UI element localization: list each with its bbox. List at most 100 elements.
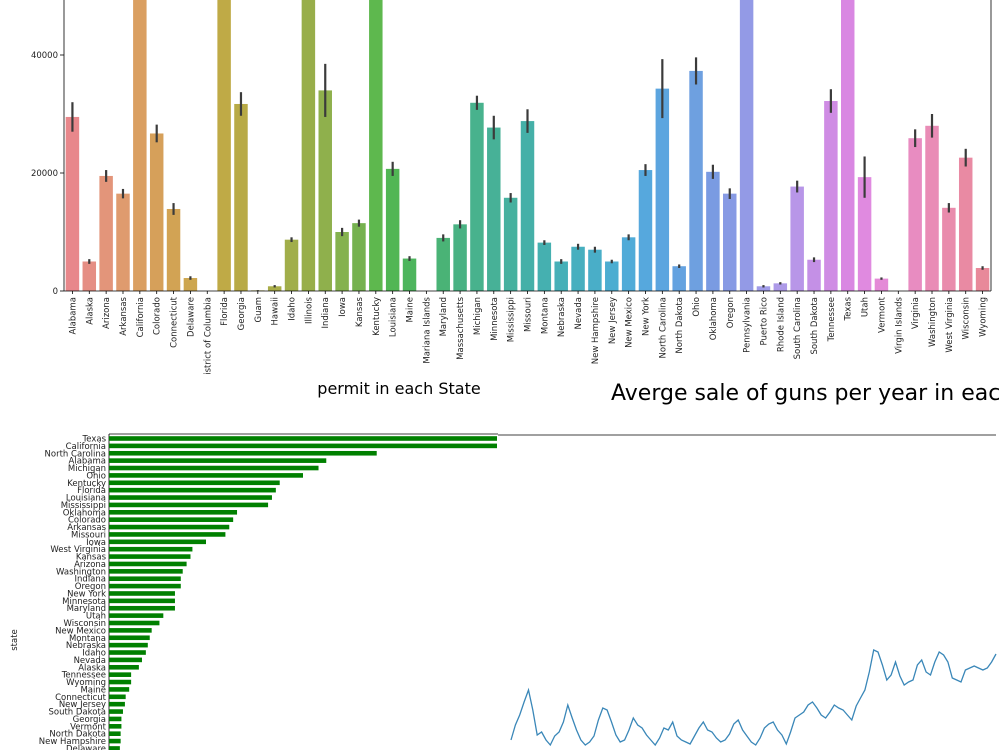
top-bar-22 [436, 237, 450, 291]
hbar-30 [109, 657, 142, 663]
top-x-tick-label: Michigan [473, 297, 483, 335]
hbar-label: Maine [80, 685, 106, 695]
top-x-tick-label: Kansas [355, 296, 365, 327]
top-x-tick-label: Georgia [237, 297, 247, 330]
hbar-label: Kansas [76, 553, 107, 563]
line-series [510, 649, 997, 747]
hbar-20 [109, 583, 181, 589]
hbars [109, 436, 497, 750]
top-x-tick-label: New Jersey [608, 297, 618, 344]
top-x-tick-label: Maryland [439, 297, 449, 336]
top-bar-37 [689, 70, 703, 292]
hbar-label: Delaware [66, 744, 106, 750]
hbar-label: Iowa [86, 538, 106, 548]
top-x-tick-label: Rhode Island [776, 297, 786, 352]
hbar-25 [109, 620, 160, 626]
hbar-label: Mississippi [61, 501, 106, 511]
hbar-0 [109, 436, 497, 441]
hbar-label: Indiana [75, 575, 106, 585]
top-bar-33 [621, 237, 636, 291]
top-x-tick-label: New Mexico [625, 297, 635, 348]
hbar-39 [109, 724, 122, 729]
top-x-tick-label: Alaska [85, 297, 95, 325]
top-x-tick-label: New Hampshire [591, 297, 601, 364]
top-bar-52 [942, 207, 956, 291]
top-x-tick-label: Louisiana [389, 297, 399, 337]
top-x-tick-label: Nevada [574, 297, 584, 329]
top-bar-51 [925, 125, 939, 291]
hbar-32 [109, 672, 132, 677]
top-x-tick-label: Indiana [321, 297, 331, 328]
top-bar-3 [116, 193, 130, 291]
top-bar-43 [790, 186, 804, 291]
top-bar-14 [301, 0, 316, 291]
top-bar-9 [217, 0, 231, 291]
top-bar-44 [807, 259, 821, 291]
hbar-label: Nebraska [66, 641, 106, 651]
top-x-tick-label: West Virginia [945, 297, 955, 353]
hbar-label: Louisiana [66, 494, 106, 504]
top-x-tick-label: Wyoming [979, 297, 989, 337]
top-bar-35 [655, 88, 670, 291]
top-bar-19 [385, 168, 400, 291]
top-x-tick-label: Arkansas [119, 296, 129, 335]
hbar-17 [109, 561, 187, 567]
top-bar-25 [487, 127, 501, 291]
top-bar-0 [65, 116, 80, 291]
hbar-label: South Dakota [48, 708, 106, 718]
top-y-tick-label: 20000 [31, 169, 58, 179]
top-bar-24 [470, 102, 484, 291]
top-x-tick-label: Colorado [153, 297, 163, 335]
hbar-10 [109, 510, 238, 515]
top-x-tick-label: Washington [928, 297, 938, 347]
top-bar-27 [520, 121, 535, 291]
hbar-28 [109, 642, 148, 648]
hbar-36 [109, 701, 125, 707]
hbar-label: Minnesota [62, 597, 106, 607]
left-chart-title: permit in each State [317, 379, 480, 398]
top-bar-32 [605, 261, 619, 291]
top-x-tick-label: Oregon [726, 297, 736, 328]
top-bar-54 [975, 267, 990, 291]
top-x-tick-label: Guam [254, 297, 264, 322]
top-bar-50 [908, 138, 922, 291]
hbar-22 [109, 598, 175, 604]
top-y-tick-label: 40000 [31, 51, 58, 61]
hbar-label: Washington [56, 567, 106, 577]
hbar-label: New Mexico [55, 626, 106, 636]
top-x-tick-label: Missouri [524, 297, 534, 332]
hbar-label: Connecticut [55, 693, 107, 703]
hbar-35 [109, 694, 126, 700]
hbar-12 [109, 524, 230, 530]
top-bar-41 [756, 286, 771, 291]
hbar-9 [109, 502, 269, 508]
top-x-tick-label: New York [641, 297, 651, 336]
top-x-tick-label: istrict of Columbia [203, 297, 213, 375]
hbar-label: Kentucky [67, 479, 106, 489]
hbar-label: Missouri [71, 530, 106, 540]
top-bar-10 [234, 103, 248, 291]
hbar-11 [109, 517, 234, 522]
top-x-tick-label: Vermont [877, 296, 887, 333]
top-bar-1 [82, 261, 97, 291]
top-x-tick-label: Virgin Islands [894, 296, 904, 353]
hbar-label: Michigan [68, 464, 106, 474]
hbar-label: Montana [69, 634, 106, 644]
hbar-label: Ohio [86, 471, 106, 481]
hbar-5 [109, 473, 303, 478]
hbar-label: New York [67, 589, 106, 599]
top-x-tick-label: Mariana Islands [422, 296, 432, 363]
top-x-tick-label: Mississippi [507, 297, 517, 342]
top-bar-34 [638, 170, 653, 291]
hbar-label: Colorado [68, 516, 106, 526]
hbar-label: West Virginia [50, 545, 106, 555]
top-x-tick-label: Tennessee [827, 297, 837, 342]
hbar-label: Florida [77, 486, 106, 496]
hbar-7 [109, 487, 276, 493]
top-x-tick-label: Connecticut [170, 296, 180, 348]
top-x-ticks: Alabama Alaska Arizona Arkansas California Co… [68, 291, 989, 375]
hbar-label: Utah [86, 612, 106, 622]
top-x-tick-label: North Dakota [675, 297, 685, 354]
